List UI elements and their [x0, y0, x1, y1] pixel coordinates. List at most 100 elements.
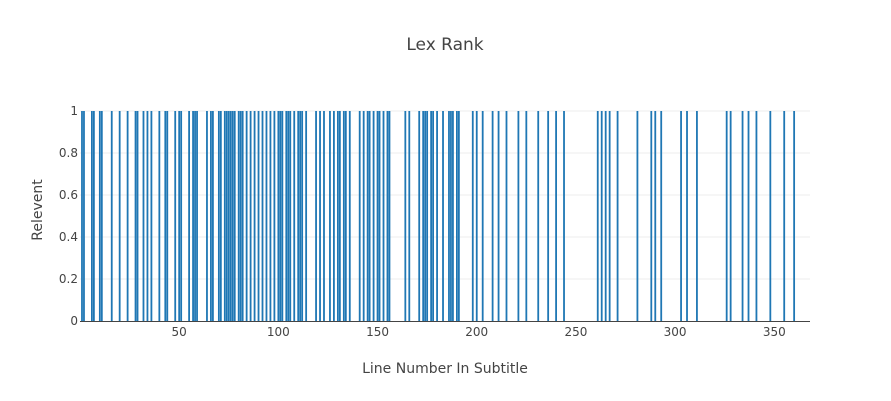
bar [616, 111, 619, 321]
bar [192, 111, 194, 321]
bar [457, 111, 460, 321]
bar [297, 111, 300, 321]
y-tick-labels: 0 0.2 0.4 0.6 0.8 1 [59, 104, 78, 328]
bar [110, 111, 113, 321]
bar [491, 111, 494, 321]
bar [424, 111, 427, 321]
bar [225, 111, 228, 321]
bar [563, 111, 565, 321]
bar [686, 111, 688, 321]
bar [305, 111, 308, 321]
y-tick-label: 0.8 [59, 146, 78, 160]
bar [348, 111, 351, 321]
bar [277, 111, 280, 321]
bar [233, 111, 236, 321]
bar [164, 111, 167, 321]
bar [388, 111, 391, 321]
bar [755, 111, 758, 321]
y-tick-label: 0.4 [59, 230, 78, 244]
bar [323, 111, 325, 321]
x-tick-label: 250 [564, 325, 587, 339]
bar [146, 111, 149, 321]
chart-title: Lex Rank [406, 35, 483, 55]
bar [253, 111, 256, 321]
bar [287, 111, 290, 321]
bar [418, 111, 421, 321]
bar [747, 111, 750, 321]
bar [206, 111, 208, 321]
bar [126, 111, 129, 321]
bar [636, 111, 639, 321]
bar [338, 111, 341, 321]
bar [223, 111, 226, 321]
bar [293, 111, 296, 321]
bar [555, 111, 557, 321]
bar [269, 111, 272, 321]
bar [408, 111, 411, 321]
bar [600, 111, 603, 321]
bar [378, 111, 381, 321]
x-axis-title: Line Number In Subtitle [362, 361, 528, 377]
y-tick-label: 0.2 [59, 272, 78, 286]
bar [596, 111, 599, 321]
bar [769, 111, 772, 321]
bar [696, 111, 698, 321]
bar [442, 111, 444, 321]
y-tick-label: 1 [70, 104, 78, 118]
bar [382, 111, 385, 321]
bar [188, 111, 190, 321]
bar [158, 111, 161, 321]
bar [301, 111, 304, 321]
bar [285, 111, 288, 321]
bar [650, 111, 653, 321]
bar [448, 111, 450, 321]
bar [239, 111, 242, 321]
bar [741, 111, 744, 321]
bar [166, 111, 169, 321]
bar [174, 111, 177, 321]
bar [426, 111, 429, 321]
bar [654, 111, 657, 321]
x-tick-labels: 50 100 150 200 250 300 350 [172, 325, 786, 339]
bar [329, 111, 331, 321]
x-tick-label: 200 [465, 325, 488, 339]
bar [376, 111, 379, 321]
bar [404, 111, 407, 321]
bar [358, 111, 361, 321]
bar [299, 111, 302, 321]
bar [725, 111, 728, 321]
bar [481, 111, 484, 321]
bar [319, 111, 321, 321]
x-tick-label: 50 [172, 325, 187, 339]
bar [229, 111, 232, 321]
bar [136, 111, 139, 321]
bar [344, 111, 347, 321]
bar [436, 111, 438, 321]
bar [368, 111, 371, 321]
bar [91, 111, 93, 321]
bar [227, 111, 230, 321]
bar [333, 111, 335, 321]
bar [422, 111, 425, 321]
bar [289, 111, 292, 321]
bar [245, 111, 248, 321]
bar [517, 111, 520, 321]
bar [194, 111, 196, 321]
bar [196, 111, 198, 321]
bar [237, 111, 240, 321]
bar [217, 111, 220, 321]
bar [505, 111, 508, 321]
bar [281, 111, 284, 321]
x-tick-label: 350 [763, 325, 786, 339]
bar [608, 111, 611, 321]
bar [142, 111, 145, 321]
bar [336, 111, 339, 321]
bar [680, 111, 682, 321]
bar [362, 111, 365, 321]
bar [471, 111, 474, 321]
bar [257, 111, 260, 321]
bar [386, 111, 389, 321]
bar [150, 111, 153, 321]
y-tick-label: 0.6 [59, 188, 78, 202]
